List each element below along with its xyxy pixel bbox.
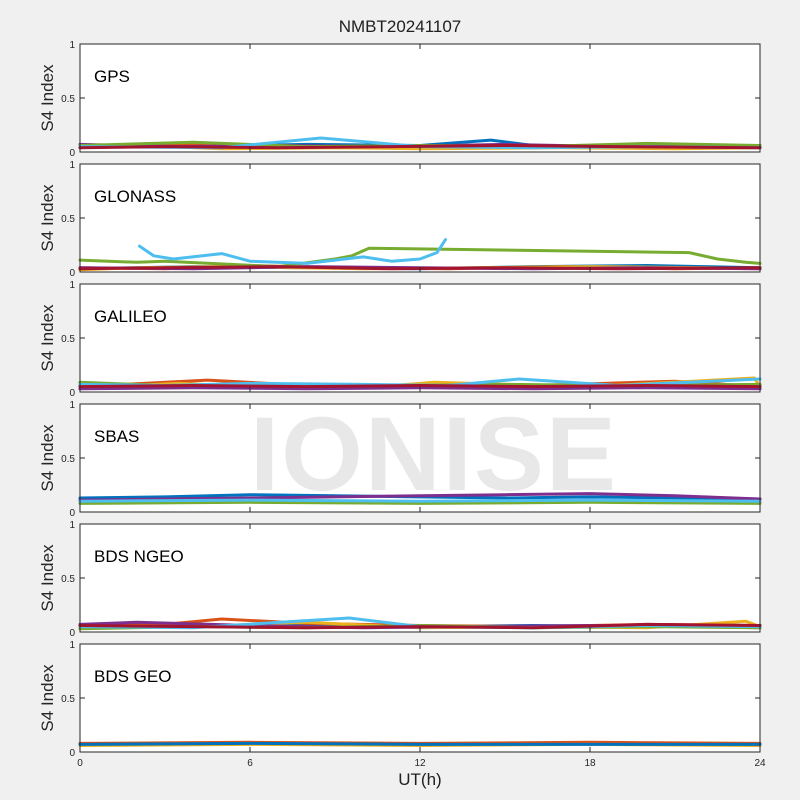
x-tick-label: 6 bbox=[247, 758, 253, 769]
y-tick-label: 0.5 bbox=[61, 694, 75, 705]
series-line-7 bbox=[78, 622, 762, 630]
y-tick-label: 1 bbox=[69, 280, 75, 291]
plot-area bbox=[80, 284, 760, 392]
series-line-5 bbox=[78, 246, 762, 269]
y-tick-label: 0 bbox=[69, 388, 75, 399]
series-line-3 bbox=[78, 500, 762, 505]
subplot-bds-geo: 0 0.5 1 0 6 12 18 24 S4 Index BDS GEO bbox=[38, 640, 766, 769]
x-tick-label: 24 bbox=[754, 758, 766, 769]
y-tick-label: 1 bbox=[69, 520, 75, 531]
panel-label: GALILEO bbox=[94, 307, 167, 326]
y-axis-label: S4 Index bbox=[38, 184, 57, 252]
subplot-galileo: 0 0.5 1 S4 Index GALILEO bbox=[38, 280, 762, 399]
series-line-4 bbox=[78, 498, 762, 503]
y-tick-label: 0 bbox=[69, 628, 75, 639]
panel-label: SBAS bbox=[94, 427, 139, 446]
y-tick-label: 0.5 bbox=[61, 574, 75, 585]
y-tick-label: 1 bbox=[69, 40, 75, 51]
series-line-3 bbox=[78, 741, 762, 746]
x-tick-label: 18 bbox=[584, 758, 596, 769]
subplot-bds-ngeo: 0 0.5 1 S4 Index BDS NGEO bbox=[38, 520, 762, 639]
plot-area bbox=[80, 644, 760, 752]
y-axis-label: S4 Index bbox=[38, 304, 57, 372]
figure-title: NMBT20241107 bbox=[338, 17, 462, 36]
series-line-6 bbox=[138, 238, 447, 265]
y-axis-label: S4 Index bbox=[38, 544, 57, 612]
subplot-glonass: 0 0.5 1 S4 Index GLONASS bbox=[38, 160, 762, 279]
plot-area bbox=[80, 524, 760, 632]
y-tick-label: 0.5 bbox=[61, 214, 75, 225]
y-tick-label: 1 bbox=[69, 400, 75, 411]
y-tick-label: 0.5 bbox=[61, 454, 75, 465]
x-axis-label: UT(h) bbox=[398, 770, 442, 789]
panel-label: GLONASS bbox=[94, 187, 176, 206]
y-tick-label: 0 bbox=[69, 748, 75, 759]
x-tick-label: 12 bbox=[414, 758, 426, 769]
y-tick-label: 0 bbox=[69, 508, 75, 519]
y-tick-label: 0 bbox=[69, 148, 75, 159]
x-tick-label: 0 bbox=[77, 758, 83, 769]
y-tick-label: 0.5 bbox=[61, 94, 75, 105]
plot-area bbox=[80, 44, 760, 152]
series-line-7 bbox=[78, 265, 762, 271]
series-line-7 bbox=[78, 384, 762, 389]
panel-label: GPS bbox=[94, 67, 130, 86]
series-line-7 bbox=[78, 144, 762, 150]
y-tick-label: 0.5 bbox=[61, 334, 75, 345]
y-tick-label: 1 bbox=[69, 640, 75, 651]
panel-label: BDS NGEO bbox=[94, 547, 184, 566]
series-line-2 bbox=[78, 492, 762, 502]
subplot-sbas: 0 0.5 1 S4 Index SBAS bbox=[38, 400, 762, 519]
plot-area bbox=[80, 164, 760, 272]
subplot-gps: 0 0.5 1 S4 Index GPS bbox=[38, 40, 762, 159]
y-tick-label: 0 bbox=[69, 268, 75, 279]
panel-label: BDS GEO bbox=[94, 667, 171, 686]
y-tick-label: 1 bbox=[69, 160, 75, 171]
y-axis-label: S4 Index bbox=[38, 424, 57, 492]
y-axis-label: S4 Index bbox=[38, 64, 57, 132]
y-axis-label: S4 Index bbox=[38, 664, 57, 732]
